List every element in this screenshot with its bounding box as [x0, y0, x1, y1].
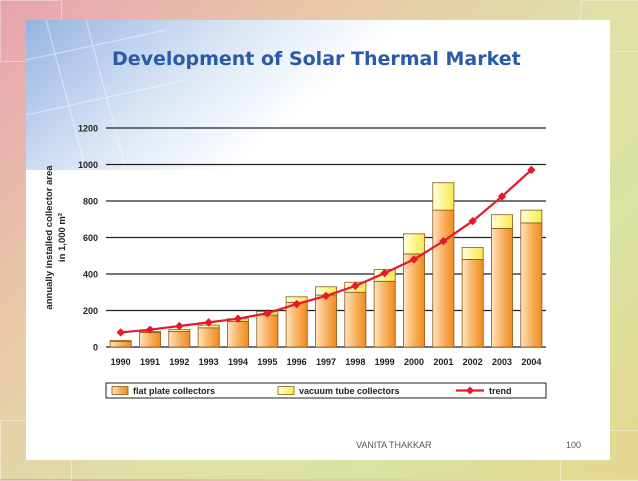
bar-flat-plate — [432, 209, 455, 348]
trend-point — [204, 318, 213, 327]
legend-swatch — [111, 386, 129, 395]
trend-point — [380, 268, 389, 278]
x-tick-label: 2001 — [433, 357, 453, 367]
bar-vacuum-tube — [403, 233, 425, 255]
trend-point — [468, 216, 477, 226]
y-tick-label: 800 — [83, 197, 98, 207]
bar-vacuum-tube — [109, 340, 132, 342]
legend-box — [105, 382, 547, 399]
trend-point — [263, 309, 272, 318]
x-tick-label: 2003 — [492, 357, 512, 367]
footer-page-number: 100 — [566, 440, 582, 450]
legend-swatch-marker — [466, 386, 474, 395]
bar-flat-plate — [197, 327, 220, 348]
chart-area: Development of Solar Thermal Market 0 200… — [26, 20, 610, 415]
bar-flat-plate — [168, 331, 191, 348]
x-tick-label: 2004 — [521, 357, 541, 367]
trend-point — [292, 299, 301, 309]
chart: Development of Solar Thermal Market 0 200… — [26, 20, 610, 399]
trend-point — [321, 291, 331, 301]
x-tick-label: 1996 — [287, 357, 307, 367]
trend-layer — [116, 165, 536, 337]
solar-panel-backdrop — [26, 20, 610, 170]
y-axis-label: in 1,000 m² — [57, 213, 68, 262]
slide-card: Development of Solar Thermal Market 0 200… — [26, 20, 610, 460]
y-tick-label: 0 — [93, 343, 98, 353]
axes-layer: 0 200 400 600 800 1000 1200 1990 1991 1992 1993 199… — [44, 124, 546, 367]
y-axis-label: annually installed collector area — [44, 165, 55, 310]
bar-vacuum-tube — [461, 247, 484, 260]
bar-flat-plate — [285, 301, 308, 348]
bar-vacuum-tube — [432, 182, 455, 211]
trend-point — [233, 314, 243, 323]
trend-point — [439, 236, 448, 246]
x-tick-label: 1990 — [111, 357, 131, 367]
bar-flat-plate — [403, 253, 425, 348]
legend-label: vacuum tube collectors — [299, 386, 400, 396]
x-tick-label: 1994 — [228, 357, 248, 367]
bar-flat-plate — [491, 227, 513, 348]
trend-point — [351, 281, 360, 291]
y-tick-label: 600 — [83, 233, 98, 243]
trend-point — [497, 192, 507, 201]
trend-point — [116, 328, 125, 337]
y-tick-label: 1200 — [78, 124, 98, 134]
bar-flat-plate — [227, 321, 249, 348]
bar-flat-plate — [520, 222, 543, 348]
bar-flat-plate — [315, 294, 337, 348]
y-tick-label: 400 — [83, 270, 98, 280]
x-tick-label: 1999 — [375, 357, 395, 367]
footer-author: VANITA THAKKAR — [356, 440, 432, 450]
legend: flat plate collectors vacuum tube collect… — [105, 382, 547, 399]
bar-vacuum-tube — [520, 209, 543, 224]
x-tick-label: 1991 — [140, 357, 160, 367]
bar-flat-plate — [109, 341, 132, 348]
bar-flat-plate — [373, 280, 396, 348]
y-tick-label: 200 — [83, 306, 98, 316]
chart-title: Development of Solar Thermal Market — [112, 48, 521, 70]
y-tick-label: 1000 — [78, 160, 98, 170]
legend-label: flat plate collectors — [133, 386, 215, 396]
trend-point — [175, 321, 184, 331]
bar-flat-plate — [139, 331, 161, 348]
x-tick-label: 2000 — [404, 357, 424, 367]
x-tick-label: 1992 — [169, 357, 189, 367]
x-tick-label: 1993 — [199, 357, 219, 367]
legend-swatch — [277, 386, 295, 395]
x-tick-label: 1995 — [257, 357, 277, 367]
bar-vacuum-tube — [491, 214, 513, 229]
x-tick-label: 1998 — [345, 357, 365, 367]
bars-layer — [109, 182, 543, 348]
bar-flat-plate — [461, 258, 484, 348]
x-tick-label: 1997 — [316, 357, 336, 367]
x-tick-label: 2002 — [463, 357, 483, 367]
bar-flat-plate — [344, 291, 367, 348]
legend-label: trend — [489, 386, 512, 396]
panel-grid-lines — [26, 20, 187, 171]
bar-flat-plate — [256, 314, 279, 348]
